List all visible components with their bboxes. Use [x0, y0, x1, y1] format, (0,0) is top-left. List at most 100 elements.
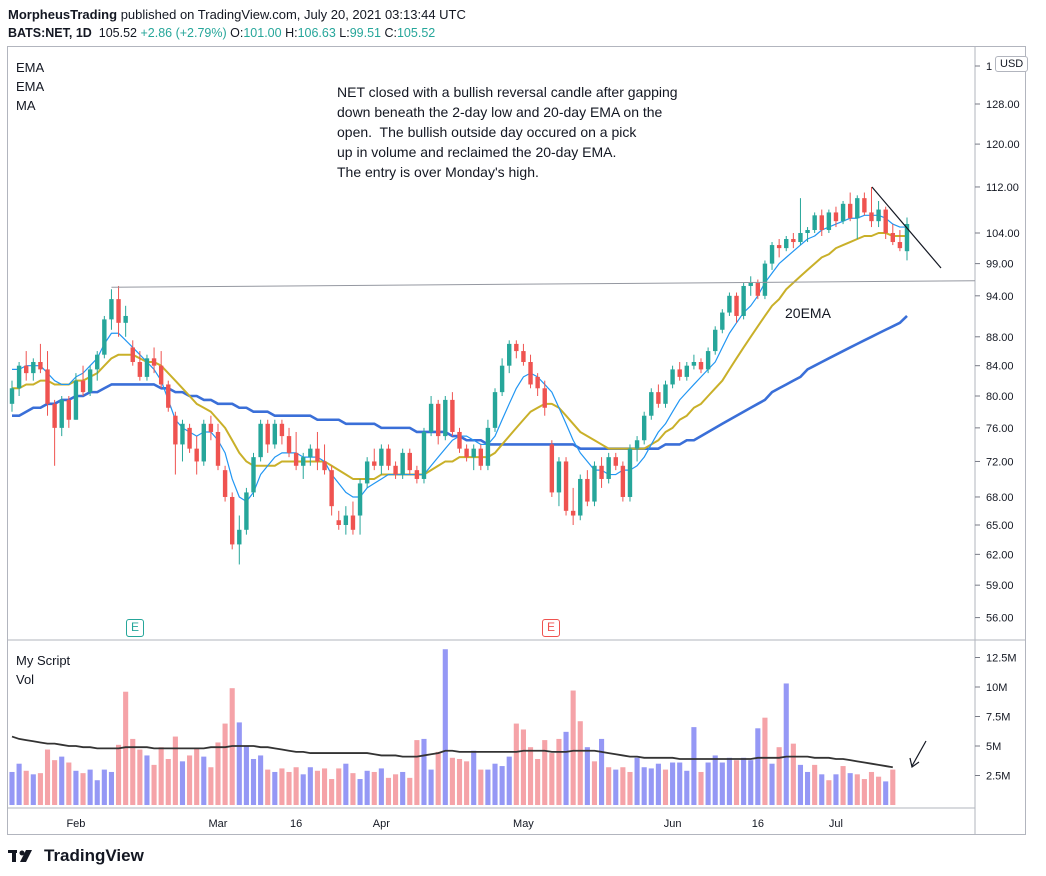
currency-badge[interactable]: USD — [995, 56, 1029, 72]
candle — [762, 260, 768, 300]
volume-bar — [606, 767, 612, 805]
volume-bar — [648, 768, 654, 805]
publish-info: MorpheusTrading published on TradingView… — [8, 7, 466, 22]
candle — [826, 209, 832, 233]
candle-body — [549, 444, 555, 493]
candle-body — [869, 212, 874, 222]
volume-bar — [30, 774, 36, 805]
volume-bar — [527, 747, 534, 805]
candle — [102, 315, 107, 359]
candle-body — [286, 436, 292, 453]
candle — [535, 373, 540, 396]
candle-body — [66, 399, 72, 420]
volume-bar — [506, 756, 512, 805]
candle — [776, 239, 782, 258]
volume-bar — [101, 769, 107, 805]
candle — [45, 351, 50, 416]
candle — [151, 347, 157, 374]
candle — [187, 423, 192, 453]
candle-body — [343, 515, 349, 526]
high-label: H: — [285, 26, 298, 40]
candle — [499, 358, 505, 396]
volume-bar — [556, 738, 562, 805]
time-tick-label: Feb — [66, 818, 85, 830]
ma-legend[interactable]: MA — [16, 98, 36, 113]
candle-body — [677, 369, 682, 377]
candle — [357, 478, 363, 535]
candle-body — [357, 483, 363, 516]
price-tick-label: 68.00 — [986, 492, 1014, 504]
earnings-badge-2[interactable]: E — [542, 619, 560, 637]
candle — [73, 373, 79, 420]
volume-bar — [634, 757, 640, 805]
volume-bar — [364, 770, 370, 805]
candle — [847, 192, 853, 222]
candle — [663, 380, 668, 408]
candle — [251, 452, 256, 497]
volume-bar — [819, 774, 825, 805]
candle-body — [641, 415, 647, 441]
candle — [180, 419, 185, 462]
volume-bar — [52, 760, 58, 805]
candle — [9, 380, 15, 412]
candle — [237, 515, 242, 565]
chart-annotation: NET closed with a bullish reversal candl… — [337, 84, 678, 180]
volume-bar — [165, 758, 171, 805]
candle — [293, 431, 299, 471]
volume-bar — [790, 743, 796, 805]
volume-bar — [137, 749, 143, 805]
candle-body — [315, 448, 320, 462]
candle — [727, 292, 732, 316]
candle — [457, 427, 462, 453]
candle-body — [180, 423, 185, 445]
candle — [748, 276, 753, 296]
candle-body — [862, 198, 867, 213]
candle — [350, 501, 356, 535]
volume-bar — [66, 762, 72, 805]
volume-bar — [130, 738, 136, 805]
candle — [450, 392, 455, 437]
candle — [620, 461, 626, 502]
candle-body — [471, 448, 476, 458]
candle — [329, 465, 334, 516]
candle-body — [222, 470, 228, 497]
volume-bar — [570, 690, 576, 805]
candle — [485, 419, 491, 471]
volume-bar — [201, 756, 207, 805]
volume-bar — [755, 728, 761, 805]
volume-bar — [584, 747, 590, 805]
volume-bar — [286, 771, 292, 805]
candle-body — [158, 365, 164, 385]
candle-body — [478, 448, 484, 466]
candle — [507, 340, 512, 374]
candle-body — [741, 285, 746, 316]
candle — [791, 233, 796, 249]
candle — [244, 487, 249, 535]
volume-bar — [883, 781, 889, 805]
author-name[interactable]: MorpheusTrading — [8, 7, 118, 22]
ema-legend-1[interactable]: EMA — [16, 60, 45, 75]
volume-arrow-head — [909, 757, 920, 769]
tradingview-logo[interactable]: TradingView — [8, 846, 144, 866]
volume-script-legend[interactable]: My Script — [16, 653, 71, 668]
candle — [869, 186, 874, 228]
candle — [364, 457, 370, 488]
open-value: 101.00 — [243, 26, 282, 40]
candle — [158, 351, 164, 389]
high-value: 106.63 — [297, 26, 336, 40]
candle-body — [776, 245, 782, 249]
low-value: 99.51 — [349, 26, 381, 40]
candle-body — [428, 403, 434, 432]
volume-bar — [684, 770, 690, 805]
volume-bar — [293, 767, 299, 805]
candle-body — [727, 295, 732, 313]
volume-bar — [336, 768, 342, 805]
volume-legend[interactable]: Vol — [16, 672, 35, 687]
candle-body — [592, 465, 597, 502]
candle-body — [52, 403, 57, 428]
ema-legend-2[interactable]: EMA — [16, 79, 45, 94]
symbol-name[interactable]: BATS:NET, 1D — [8, 26, 92, 40]
candle — [691, 354, 697, 370]
earnings-badge-1[interactable]: E — [126, 619, 144, 637]
